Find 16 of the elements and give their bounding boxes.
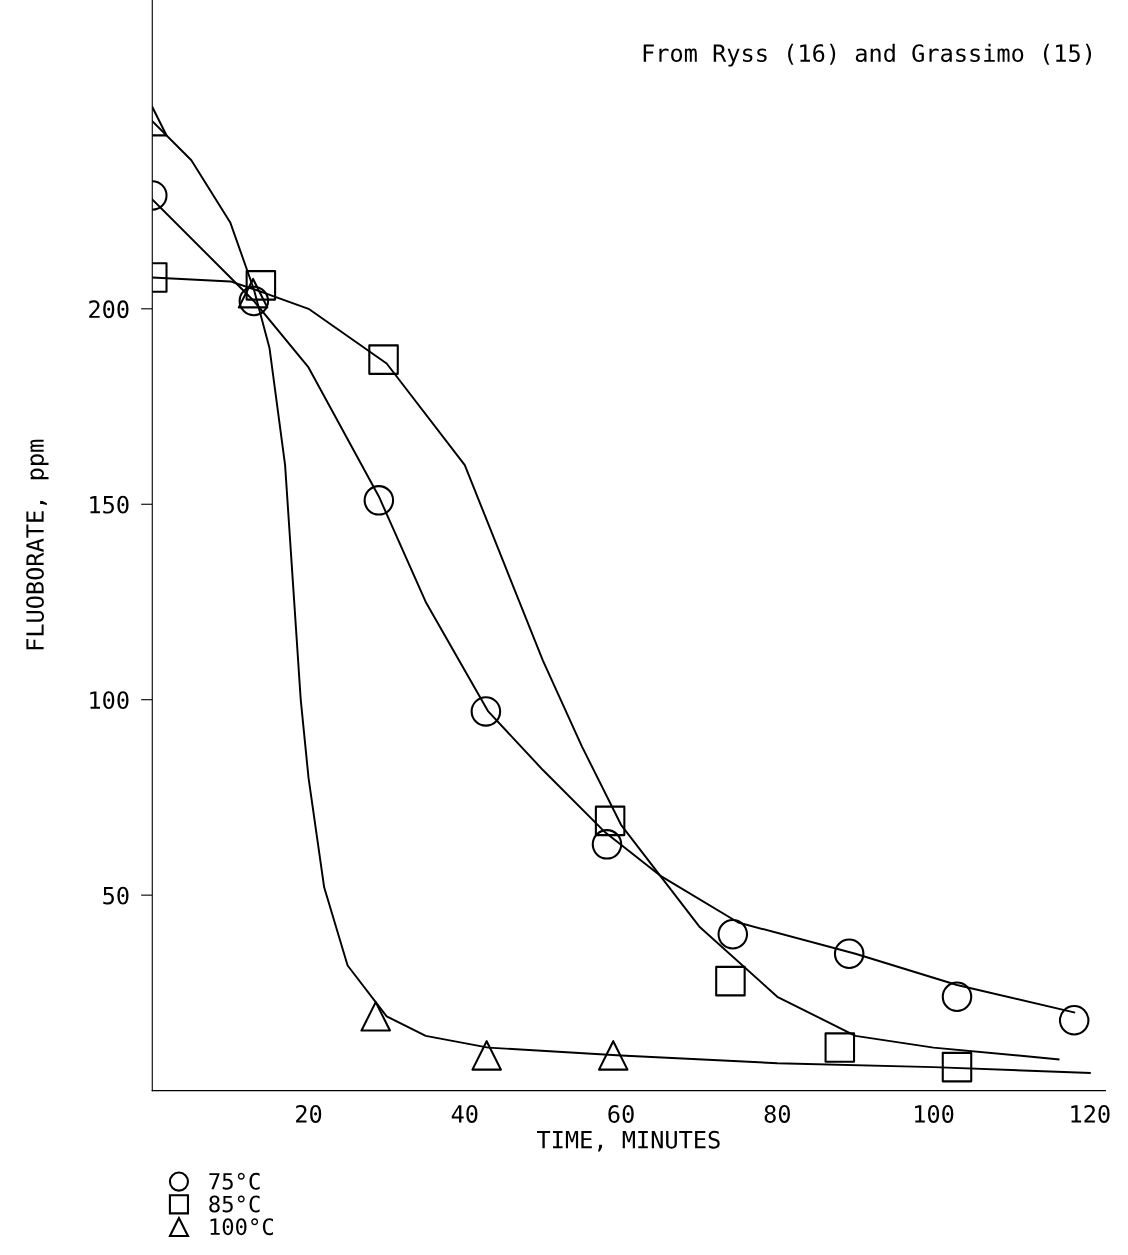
y-tick-label: 100: [90, 691, 129, 710]
y-tick-label: 200: [89, 300, 129, 319]
annotation: From Ryss (16) and Grassimo (15): [643, 43, 1092, 67]
x-tick-label: 120: [1071, 1105, 1110, 1123]
x-tick-label: 80: [764, 1105, 790, 1123]
x-tick-label: 20: [296, 1105, 322, 1123]
x-axis-title: TIME, MINUTES: [537, 1130, 720, 1152]
y-tick-label: 150: [90, 495, 129, 514]
y-axis-title: FLUOBORATE, ppm: [26, 439, 49, 650]
legend-label: 85°C: [209, 1195, 260, 1213]
x-tick-label: 100: [915, 1105, 954, 1123]
y-tick-label: 50: [103, 886, 129, 905]
legend-label: 75°C: [209, 1172, 260, 1190]
x-tick-label: 60: [608, 1105, 634, 1123]
legend-label: 100°C: [210, 1218, 273, 1236]
x-tick-label: 40: [451, 1105, 478, 1123]
